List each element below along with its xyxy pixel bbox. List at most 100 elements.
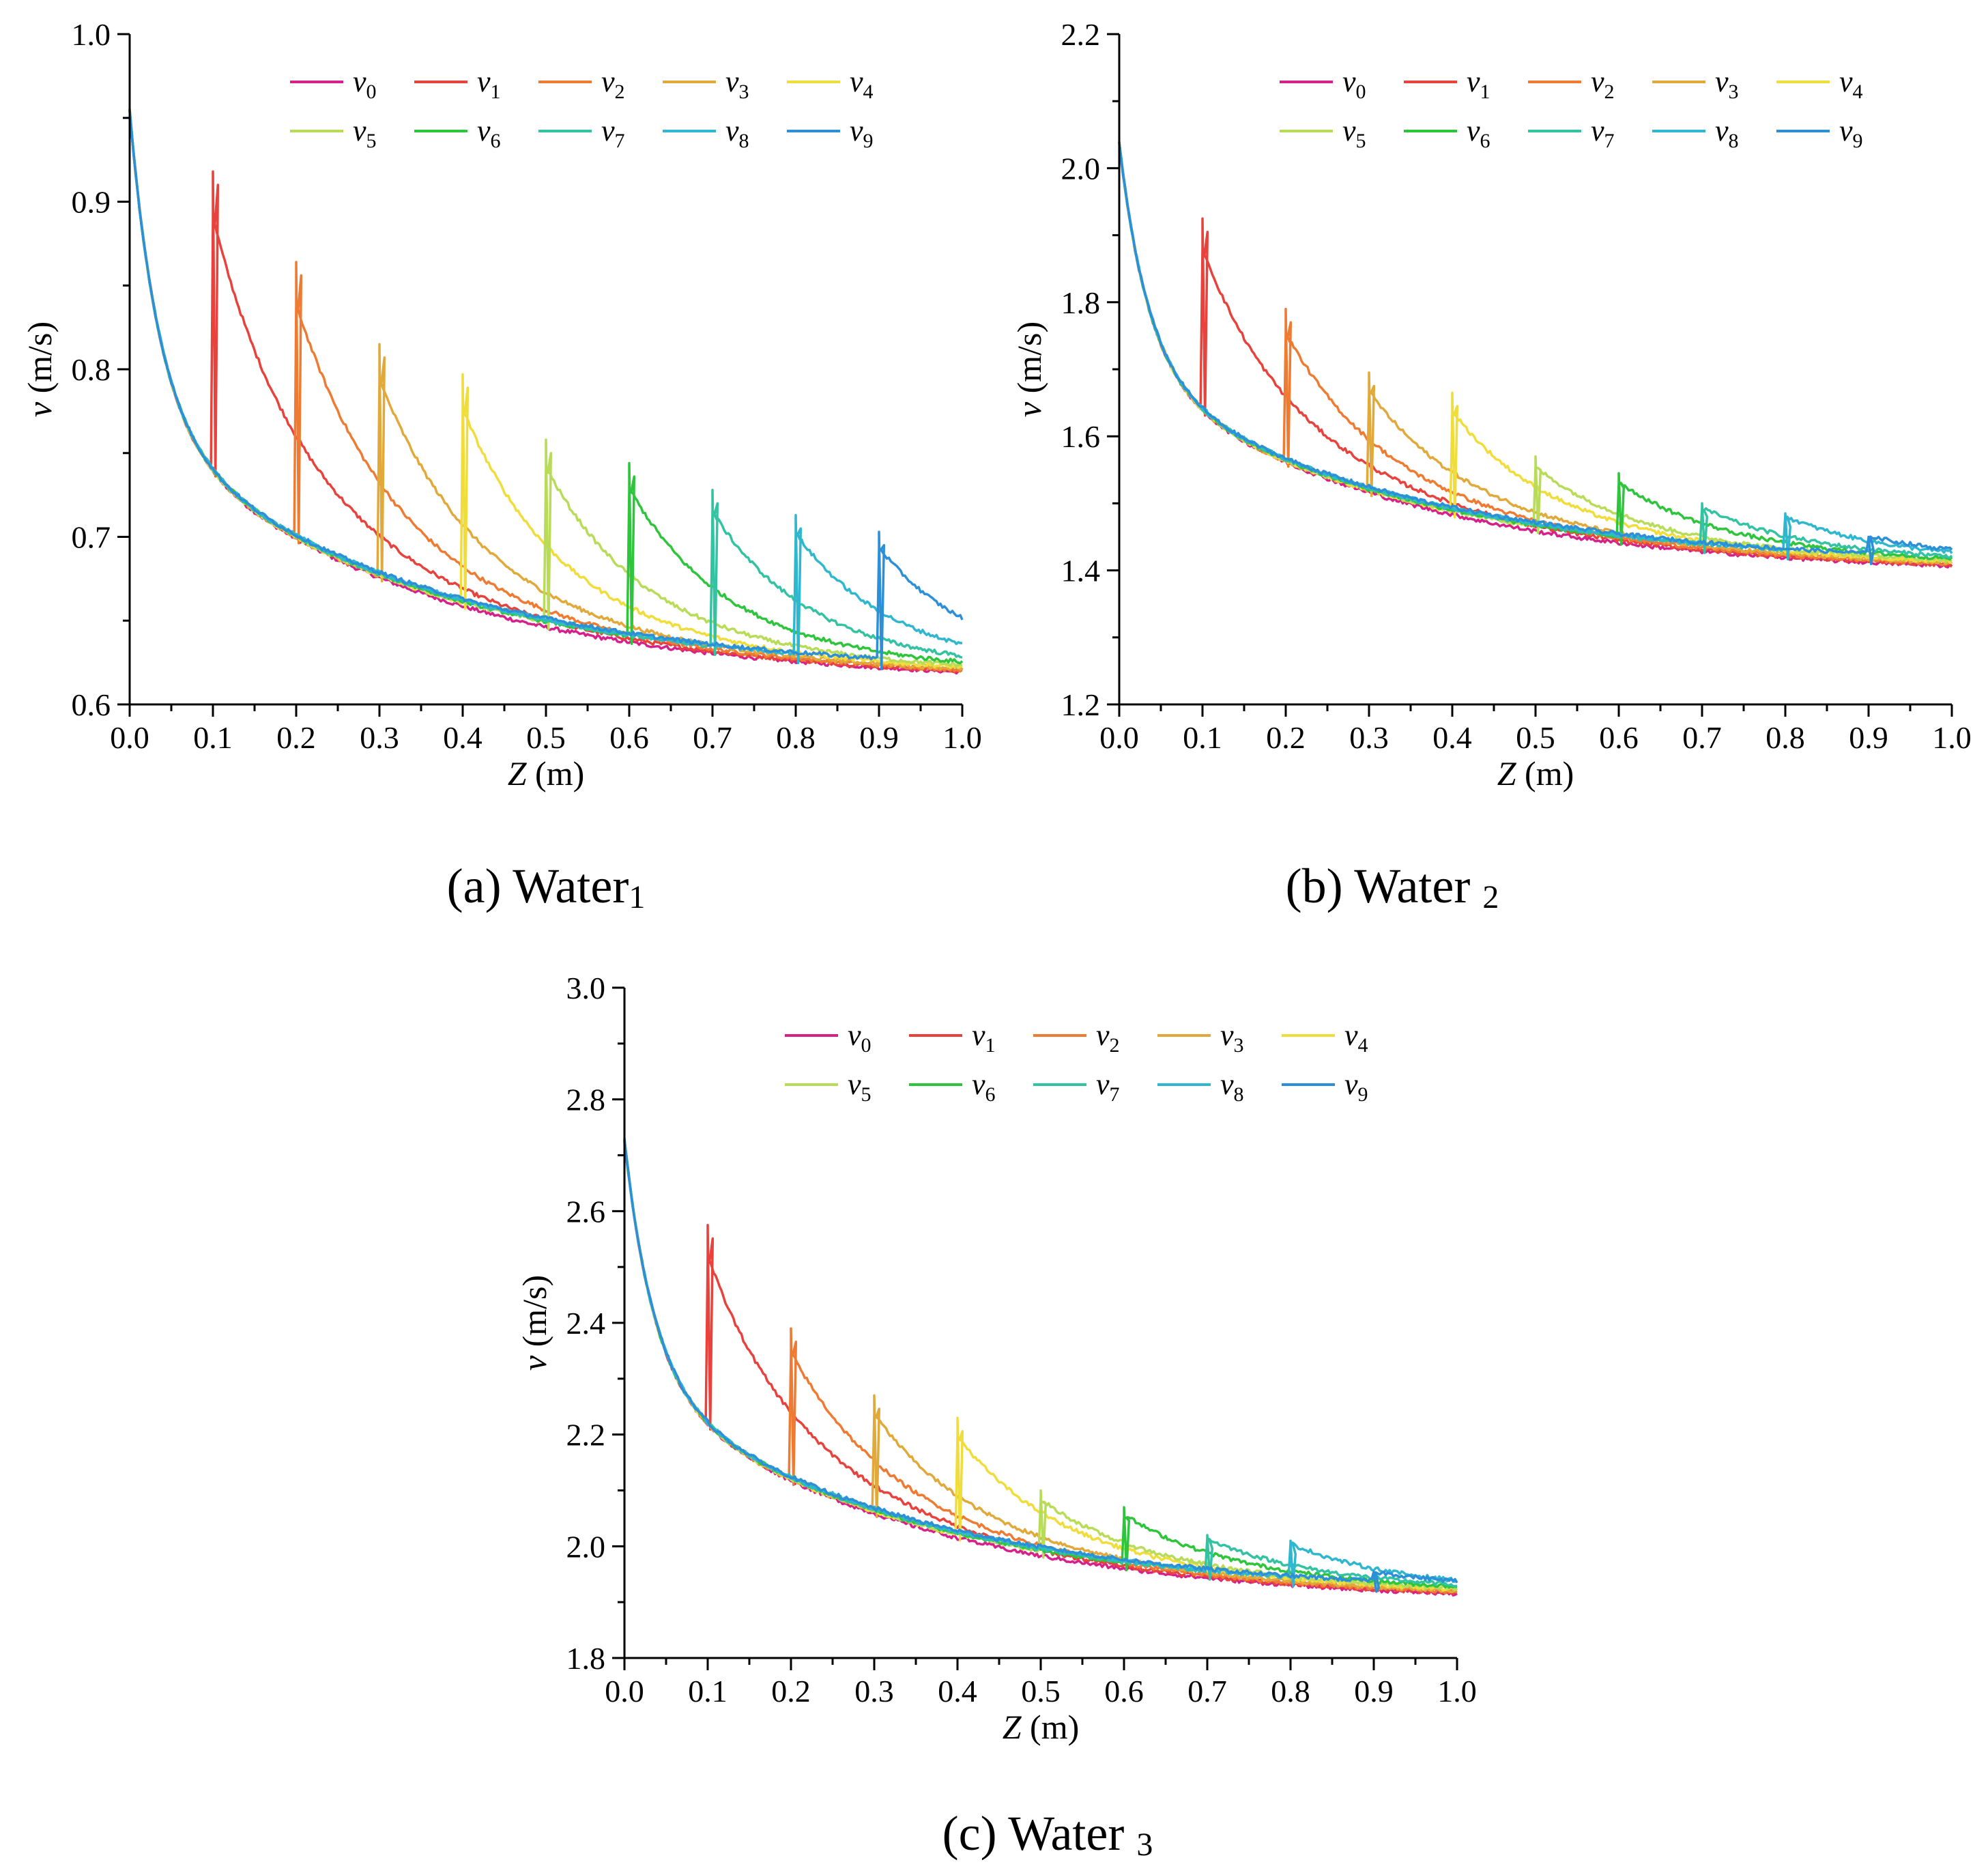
x-tick-label: 0.6 (1599, 720, 1639, 755)
x-tick-label: 0.0 (1099, 720, 1139, 755)
legend-label-v1: v1 (1467, 65, 1490, 103)
x-tick-label: 0.3 (360, 720, 399, 755)
legend-label-var: v (477, 65, 491, 98)
y-tick-label: 1.2 (1061, 687, 1101, 722)
series-line-v7 (128, 111, 963, 659)
legend-label-var: v (601, 114, 615, 147)
x-tick-label: 0.7 (693, 720, 732, 755)
legend-label-sub: 4 (1358, 1034, 1368, 1057)
legend-label-var: v (848, 1068, 861, 1101)
legend-label-sub: 1 (1480, 81, 1490, 103)
legend-label-sub: 2 (1604, 81, 1615, 103)
series-line-v0 (1118, 141, 1953, 569)
legend-label-v4: v4 (1839, 65, 1863, 103)
legend-label-v6: v6 (972, 1068, 996, 1106)
legend-label-v9: v9 (850, 114, 874, 152)
legend-label-var: v (1839, 65, 1853, 98)
legend-label-v8: v8 (725, 114, 749, 152)
panel-caption-sub: 2 (1482, 879, 1499, 915)
legend-label-var: v (601, 65, 615, 98)
legend-label-v4: v4 (1344, 1018, 1368, 1057)
series-line-v9 (623, 1139, 1458, 1593)
x-tick-label: 0.5 (1021, 1674, 1061, 1708)
legend-label-sub: 6 (1480, 130, 1490, 152)
series-line-v9 (1118, 142, 1953, 565)
panel-caption-main: (b) Water (1286, 859, 1483, 913)
x-tick-label: 0.1 (688, 1674, 728, 1708)
legend-label-sub: 0 (861, 1034, 871, 1057)
x-axis-label-unit: (m) (527, 754, 585, 792)
legend-label-var: v (1096, 1018, 1110, 1052)
panel-caption-sub: 1 (629, 879, 645, 915)
y-axis-label-var: v (515, 1355, 553, 1371)
legend-label-v1: v1 (972, 1018, 996, 1057)
legend-label-var: v (353, 65, 366, 98)
x-tick-label: 0.1 (1183, 720, 1222, 755)
y-axis-label-unit: (m/s) (20, 321, 59, 402)
legend-label-v7: v7 (1096, 1068, 1120, 1106)
legend-label-sub: 8 (1729, 130, 1739, 152)
legend-label-sub: 8 (1234, 1083, 1244, 1106)
legend-label-var: v (1344, 1068, 1358, 1101)
x-tick-label: 1.0 (942, 720, 982, 755)
legend-label-v9: v9 (1839, 114, 1863, 152)
panel-caption-sub: 3 (1136, 1827, 1153, 1863)
legend-label-var: v (1591, 65, 1604, 98)
y-tick-label: 2.6 (566, 1194, 606, 1229)
y-tick-label: 0.6 (72, 687, 111, 722)
legend-label-sub: 0 (1356, 81, 1366, 103)
legend-label-v7: v7 (601, 114, 625, 152)
y-tick-label: 2.2 (566, 1418, 606, 1453)
legend-label-v8: v8 (1220, 1068, 1244, 1106)
series-line-v5 (128, 108, 963, 668)
legend-label-sub: 8 (739, 130, 749, 152)
legend-label-var: v (1342, 114, 1356, 147)
y-tick-label: 1.6 (1061, 419, 1101, 454)
legend-label-var: v (1715, 114, 1729, 147)
x-tick-label: 0.3 (854, 1674, 894, 1708)
legend-label-sub: 0 (366, 81, 377, 103)
legend-label-v6: v6 (1467, 114, 1490, 152)
legend-label-sub: 4 (863, 81, 874, 103)
panel-caption: (b) Water 2 (1286, 859, 1499, 915)
legend-label-var: v (848, 1018, 861, 1052)
legend-label-sub: 3 (1729, 81, 1739, 103)
legend-label-sub: 7 (1110, 1083, 1120, 1106)
y-tick-label: 2.8 (566, 1083, 606, 1117)
y-tick-label: 1.0 (72, 17, 111, 52)
series-line-v3 (128, 109, 964, 671)
panel-c: 0.0 0.1 0.2 0.3 0.4 0.5 0.6 0.7 0.8 0.9 1.0 1.8 2.0 2… (515, 971, 1477, 1863)
x-axis-label-var: Z (508, 754, 528, 792)
x-tick-label: 0.1 (193, 720, 233, 755)
x-tick-label: 0.5 (526, 720, 566, 755)
legend-label-var: v (1591, 114, 1604, 147)
legend-label-var: v (972, 1068, 985, 1101)
legend-label-sub: 9 (863, 130, 874, 152)
x-tick-label: 0.3 (1349, 720, 1389, 755)
legend-label-var: v (1344, 1018, 1358, 1052)
legend-label-sub: 3 (1234, 1034, 1244, 1057)
series-line-v5 (623, 1141, 1458, 1592)
panel-caption: (a) Water1 (447, 859, 646, 915)
legend-label-v5: v5 (1342, 114, 1366, 152)
y-tick-label: 0.7 (72, 520, 111, 555)
legend-label-sub: 1 (985, 1034, 996, 1057)
legend-label-sub: 5 (366, 130, 377, 152)
series-line-v8 (128, 110, 963, 665)
y-tick-label: 1.8 (1061, 285, 1101, 320)
y-axis-label: v (m/s) (515, 1275, 553, 1371)
x-tick-label: 0.2 (771, 1674, 811, 1708)
x-tick-label: 0.9 (1354, 1674, 1394, 1708)
legend-label-v3: v3 (1715, 65, 1739, 103)
x-tick-label: 0.5 (1516, 720, 1555, 755)
y-tick-label: 1.4 (1061, 554, 1101, 588)
x-tick-label: 0.2 (1266, 720, 1306, 755)
legend-label-v5: v5 (848, 1068, 871, 1106)
y-tick-label: 0.8 (72, 352, 111, 387)
legend-label-var: v (725, 114, 739, 147)
legend-label-v6: v6 (477, 114, 501, 152)
series-line-v2 (128, 109, 964, 673)
legend-label-sub: 4 (1853, 81, 1863, 103)
x-tick-label: 0.4 (443, 720, 482, 755)
legend-label-var: v (1220, 1018, 1234, 1052)
